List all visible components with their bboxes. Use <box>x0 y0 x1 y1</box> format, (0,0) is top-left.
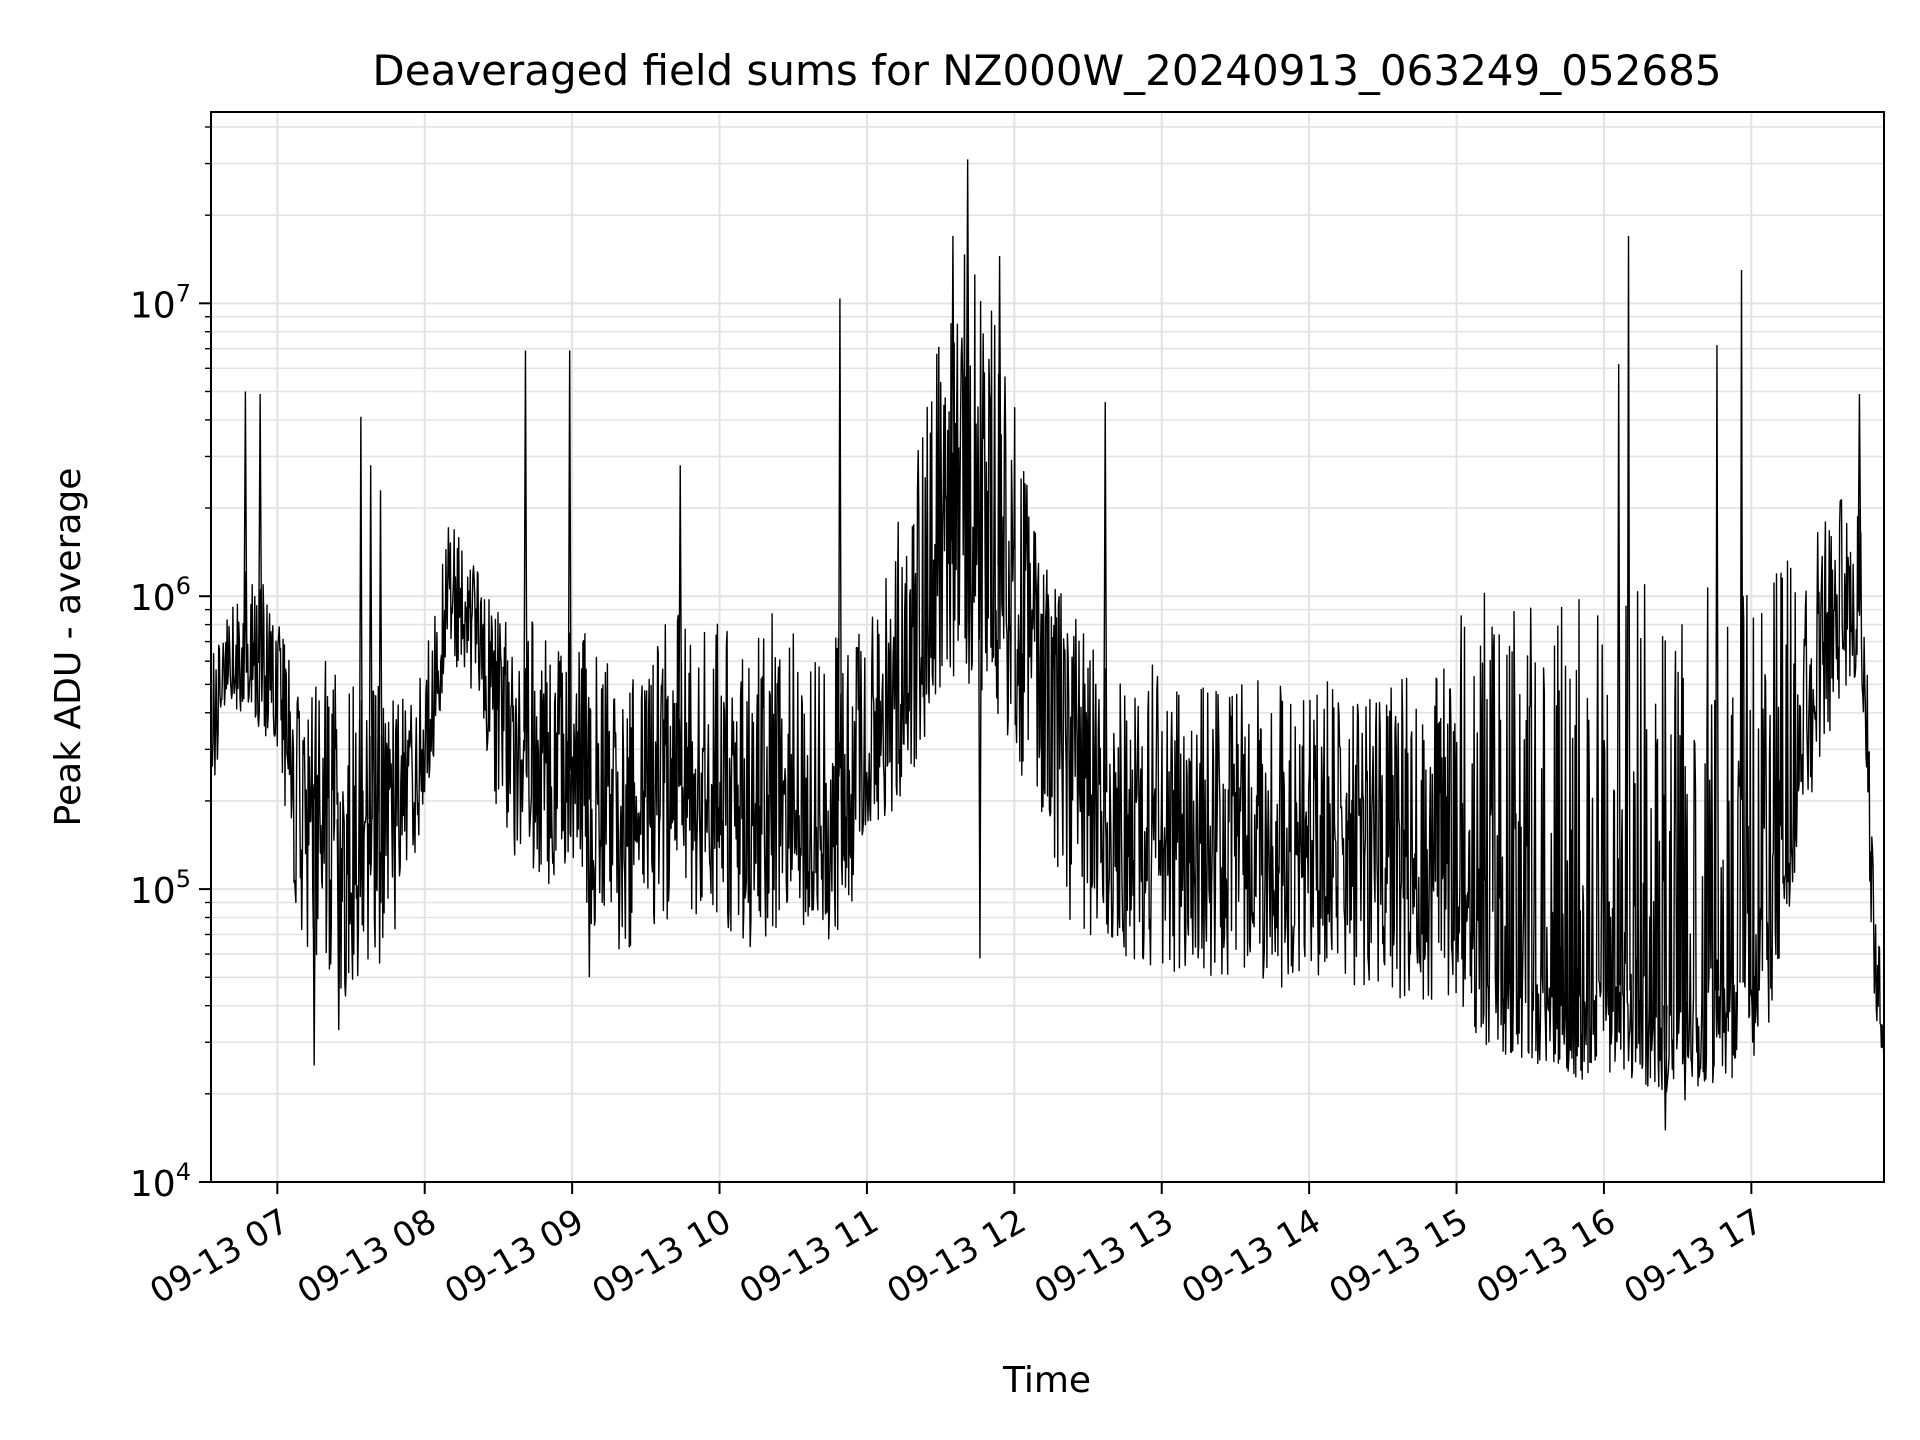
series-spike <box>368 465 373 819</box>
series-line <box>210 254 1885 1093</box>
series-spike <box>950 235 956 541</box>
series-spike <box>1616 364 1621 986</box>
plot-area <box>210 159 1885 1131</box>
series-dip <box>1682 1001 1688 1101</box>
series-spike <box>1626 235 1631 991</box>
series-spike <box>1714 345 1720 991</box>
y-tick-label: 105 <box>130 865 191 912</box>
axes-frame <box>210 111 1885 1183</box>
series-spike <box>1739 269 1744 983</box>
y-axis: 104 105 106 107 <box>130 126 211 1205</box>
series-dip <box>587 772 592 978</box>
series-spike <box>567 350 572 771</box>
series-dip <box>1663 1005 1668 1131</box>
series-dip <box>977 529 983 959</box>
series-spike <box>997 256 1002 566</box>
y-tick-label: 106 <box>130 572 191 619</box>
series-spike <box>378 490 383 812</box>
series-spike <box>523 350 528 732</box>
series-spike <box>837 298 843 801</box>
y-tick-label: 104 <box>130 1158 191 1205</box>
series-spike <box>965 159 970 512</box>
series-spike <box>243 391 248 666</box>
series-spike <box>257 394 263 664</box>
series-spike <box>1857 394 1862 602</box>
series-dip <box>311 786 317 1066</box>
y-tick-label: 107 <box>130 279 191 326</box>
x-axis-label: Time <box>1002 1360 1091 1401</box>
series-spike <box>1103 402 1108 793</box>
series-spike <box>358 416 364 829</box>
chart-title: Deaveraged field sums for NZ000W_2024091… <box>372 46 1721 95</box>
series-dip <box>336 819 341 1031</box>
series-spike <box>678 465 683 773</box>
y-axis-label: Peak ADU - average <box>48 468 89 827</box>
